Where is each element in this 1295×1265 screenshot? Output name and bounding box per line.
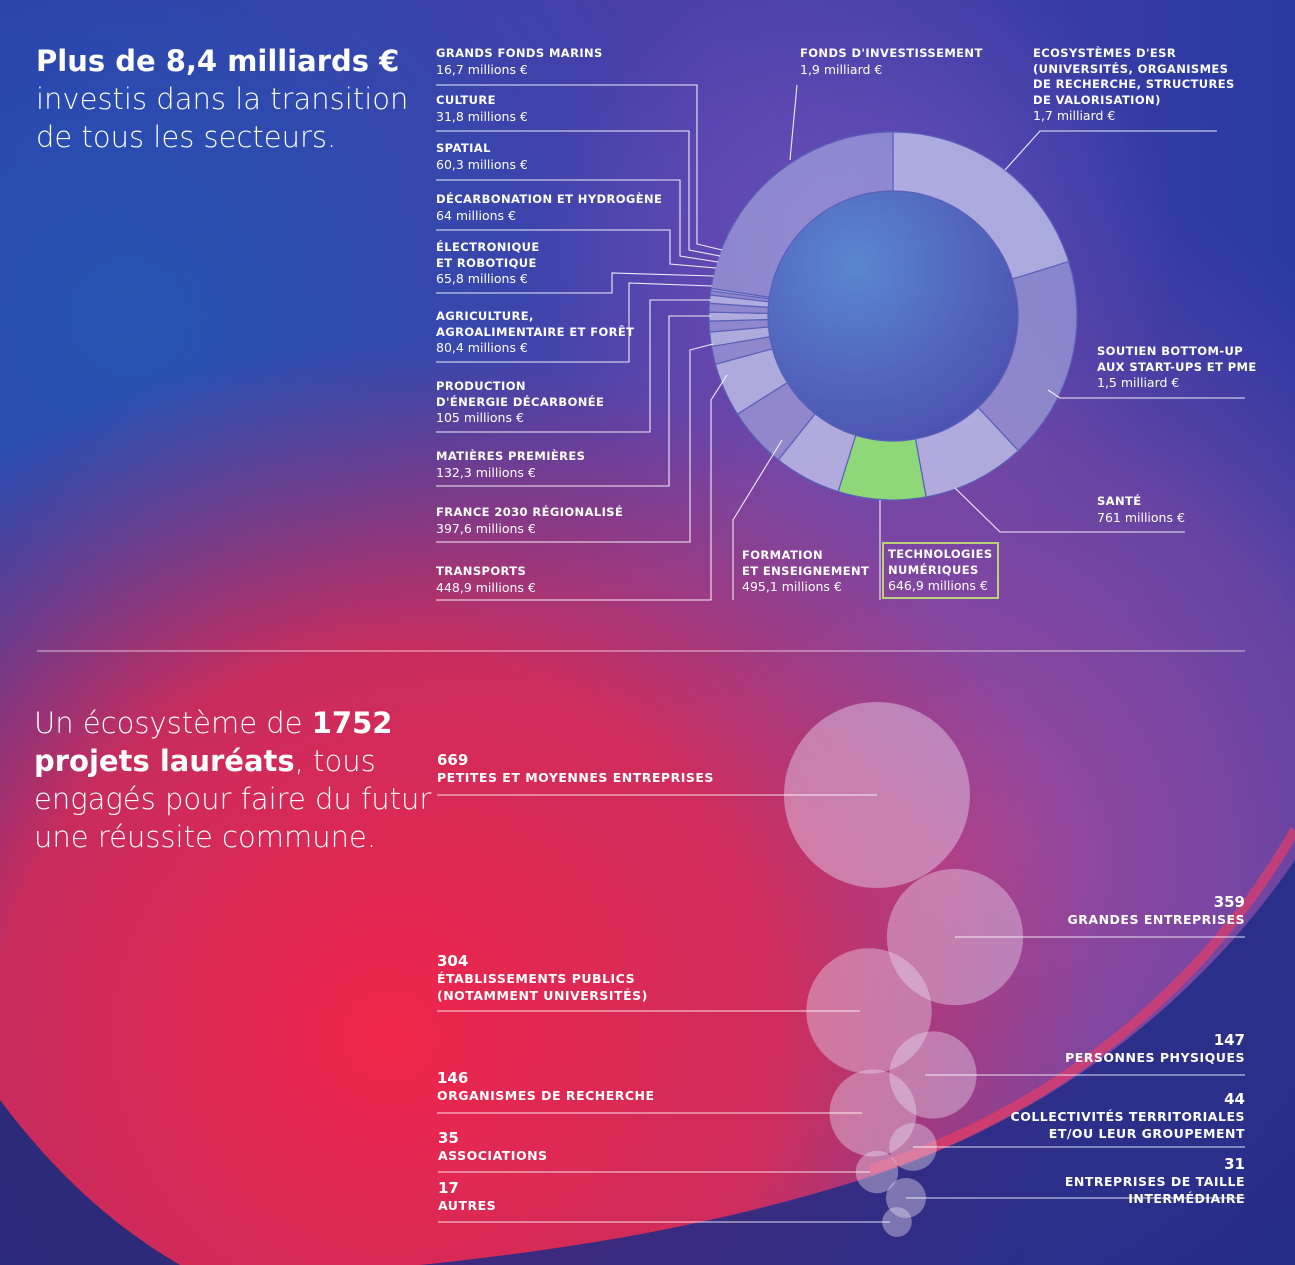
leader-line-sante <box>954 487 1185 533</box>
label-sante: Santé 761 millions € <box>1097 494 1185 525</box>
leader-line-startups <box>1047 389 1245 399</box>
headline-amount: Plus de 8,4 milliards € <box>36 44 400 78</box>
leader-line-electro <box>436 272 715 294</box>
projects-headline-count: 1752 projets lauréats <box>34 706 393 778</box>
bubble-9 <box>882 1207 912 1237</box>
bubble-label-eti: 31 Entreprises de taille intermédiaire <box>1064 1155 1245 1207</box>
leader-line-energie <box>436 299 711 433</box>
leader-line-matieres <box>436 315 711 487</box>
leader-line-spatial <box>436 179 719 263</box>
label-spatial: Spatial 60,3 millions € <box>436 141 528 172</box>
leader-line-marins <box>436 84 723 251</box>
label-grands-fonds-marins: Grands fonds marins 16,7 millions € <box>436 46 603 77</box>
bubble-5 <box>829 1069 917 1157</box>
label-transports: Transports 448,9 millions € <box>436 564 536 595</box>
label-decarbonation: Décarbonation et hydrogène 64 millions € <box>436 192 663 223</box>
bubble-label-grandes-entreprises: 359 Grandes entreprises <box>1067 893 1245 928</box>
bubble-label-organismes-recherche: 146 Organismes de recherche <box>437 1069 655 1104</box>
donut-segment-fonds-d-investissement <box>710 131 894 298</box>
bubble-label-autres: 17 Autres <box>438 1179 497 1214</box>
leader-line-fonds <box>789 84 798 161</box>
label-fonds-investissement: Fonds d'investissement 1,9 milliard € <box>800 46 983 77</box>
headline-text: investis dans la transition de tous les … <box>36 82 409 154</box>
label-regionalise: France 2030 régionalisé 397,6 millions € <box>436 505 624 536</box>
leader-line-decarb <box>436 229 717 269</box>
label-soutien-startups: Soutien bottom-up aux start-ups et PME 1… <box>1097 344 1257 390</box>
donut-center <box>768 191 1018 441</box>
label-formation: Formation et enseignement 495,1 millions… <box>742 548 870 594</box>
bubble-label-collectivites: 44 Collectivités territoriales et/ou leu… <box>1010 1090 1245 1142</box>
bubble-label-pme: 669 Petites et moyennes entreprises <box>437 751 714 786</box>
label-matieres-premieres: Matières premières 132,3 millions € <box>436 449 586 480</box>
projects-headline: Un écosystème de 1752 projets lauréats, … <box>34 704 434 856</box>
bubble-label-associations: 35 Associations <box>438 1129 548 1164</box>
leader-line-transports <box>436 374 728 601</box>
projects-headline-pre: Un écosystème de <box>34 706 303 740</box>
label-culture: Culture 31,8 millions € <box>436 93 528 124</box>
projects-headline-post: , tous engagés pour faire du futur une r… <box>34 744 432 854</box>
leader-line-agri <box>436 282 713 363</box>
label-ecosystemes-esr: Ecosystèmes d'ESR (universités, organism… <box>1033 46 1235 123</box>
bubble-3 <box>806 948 932 1074</box>
bubble-label-etablissements-publics: 304 Établissements publics (notamment un… <box>437 952 648 1004</box>
label-energie: Production d'énergie décarbonée 105 mill… <box>436 379 605 425</box>
bubble-label-personnes-physiques: 147 Personnes physiques <box>1065 1031 1245 1066</box>
leader-line-regional <box>436 343 714 543</box>
leader-line-culture <box>436 130 721 257</box>
headline: Plus de 8,4 milliards € investis dans la… <box>36 42 436 156</box>
label-electronique: Électronique et robotique 65,8 millions … <box>436 240 540 286</box>
leader-line-formation <box>732 439 783 600</box>
label-agriculture: Agriculture, agroalimentaire et forêt 80… <box>436 309 635 355</box>
bubble-7 <box>855 1150 899 1194</box>
leader-line-esr <box>1004 130 1217 171</box>
label-technologies-numeriques: Technologies numériques 646,9 millions € <box>882 542 999 599</box>
